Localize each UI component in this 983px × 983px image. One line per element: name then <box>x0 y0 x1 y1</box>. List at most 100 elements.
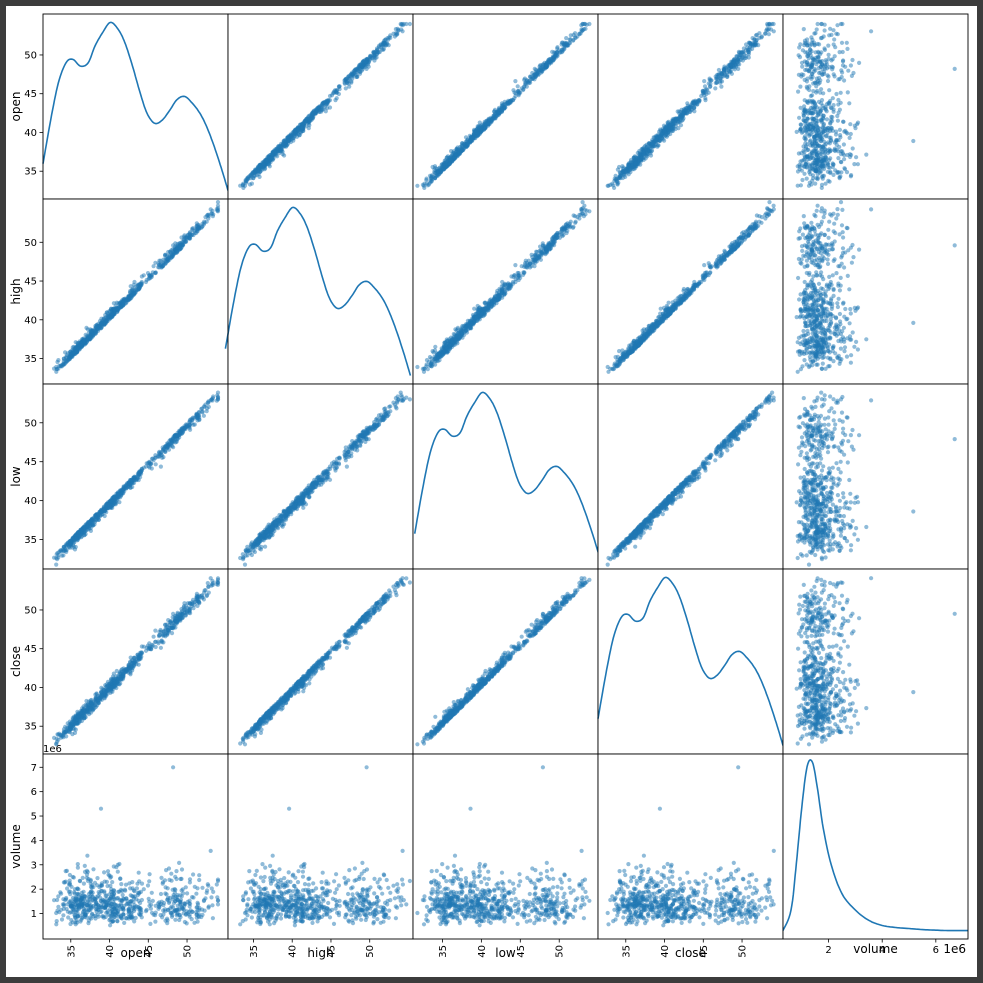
scatter-point <box>278 148 283 154</box>
scatter-point <box>582 203 587 208</box>
scatter-point <box>719 258 725 263</box>
scatter-point <box>824 109 829 114</box>
scatter-point <box>510 279 516 285</box>
scatter-point <box>641 149 646 154</box>
scatter-point <box>571 213 576 218</box>
scatter-point <box>804 79 810 84</box>
scatter-point <box>802 150 807 155</box>
scatter-point <box>702 263 707 268</box>
scatter-point <box>395 32 400 37</box>
scatter-point <box>211 212 216 217</box>
scatter-point <box>508 100 513 105</box>
scatter-point <box>748 226 753 231</box>
scatter-point <box>424 364 429 369</box>
scatter-point <box>813 80 818 86</box>
scatter-point <box>847 101 852 106</box>
scatter-point <box>455 327 460 332</box>
scatter-point <box>815 21 820 27</box>
scatter-point <box>584 208 589 213</box>
scatter-point <box>848 122 853 127</box>
scatter-point <box>371 50 376 55</box>
scatter-point <box>244 180 249 185</box>
scatter-point <box>832 221 837 226</box>
scatter-point <box>807 180 812 185</box>
scatter-point <box>846 68 851 73</box>
scatter-point <box>822 46 827 51</box>
scatter-point <box>801 27 806 32</box>
scatter-point <box>573 35 578 40</box>
scatter-point <box>802 98 807 103</box>
scatter-point <box>321 100 327 105</box>
scatter-point <box>455 145 460 150</box>
scatter-point <box>701 90 707 95</box>
scatter-point <box>533 258 538 263</box>
scatter-point <box>839 152 844 157</box>
scatter-point <box>807 84 812 89</box>
scatter-point <box>739 50 744 55</box>
scatter-point <box>804 63 809 68</box>
scatter-point <box>812 42 817 47</box>
scatter-point <box>828 26 833 31</box>
scatter-point <box>521 270 526 275</box>
scatter-point <box>854 155 859 160</box>
scatter-point <box>482 301 487 306</box>
scatter-point <box>799 122 804 127</box>
scatter-point <box>103 315 108 320</box>
scatter-point <box>823 134 829 139</box>
scatter-point <box>583 26 588 31</box>
scatter-point <box>713 80 718 86</box>
cell-high-vs-volume <box>782 198 969 385</box>
scatter-point <box>674 302 679 307</box>
scatter-point <box>814 136 820 141</box>
scatter-point <box>477 120 482 125</box>
scatter-point <box>821 158 827 163</box>
scatter-point <box>432 167 437 172</box>
scatter-point <box>372 58 377 63</box>
scatter-point <box>727 249 733 254</box>
scatter-point <box>766 212 772 217</box>
scatter-point <box>845 46 850 52</box>
scatter-point <box>577 32 582 37</box>
scatter-point <box>76 346 81 351</box>
scatter-point <box>657 138 663 144</box>
scatter-point <box>687 105 692 110</box>
scatter-point <box>253 167 258 172</box>
scatter-point <box>824 62 830 67</box>
scatter-point <box>814 27 819 32</box>
scatter-point <box>839 68 844 73</box>
scatter-point <box>842 166 847 171</box>
scatter-point <box>844 40 849 45</box>
scatter-point <box>763 216 768 221</box>
scatter-point <box>615 167 621 172</box>
scatter-point <box>818 90 823 95</box>
scatter-point <box>824 102 830 107</box>
scatter-point <box>810 100 815 105</box>
scatter-point <box>756 223 761 228</box>
scatter-point <box>731 57 737 63</box>
scatter-point <box>475 303 480 309</box>
scatter-point <box>798 159 803 164</box>
scatter-point <box>716 254 722 259</box>
scatter-point <box>643 331 648 336</box>
scatter-point <box>400 23 405 28</box>
scatter-point <box>828 170 833 176</box>
scatter-point <box>474 315 479 320</box>
scatter-point <box>736 66 741 71</box>
scatter-point <box>826 43 831 48</box>
scatter-point <box>658 306 663 311</box>
scatter-point <box>810 125 815 130</box>
kde-curve-open <box>42 21 229 191</box>
scatter-point <box>805 100 811 105</box>
scatter-point <box>476 308 481 313</box>
scatter-point <box>727 69 732 74</box>
scatter-point <box>395 26 400 31</box>
scatter-point <box>827 179 832 184</box>
cell-open-vs-close <box>597 13 784 200</box>
scatter-point <box>802 111 808 116</box>
scatter-point <box>814 90 819 95</box>
scatter-point <box>716 72 721 77</box>
scatter-point <box>573 219 578 224</box>
scatter-point <box>381 41 386 46</box>
scatter-point <box>637 152 642 157</box>
cell-open-vs-volume <box>782 13 969 200</box>
